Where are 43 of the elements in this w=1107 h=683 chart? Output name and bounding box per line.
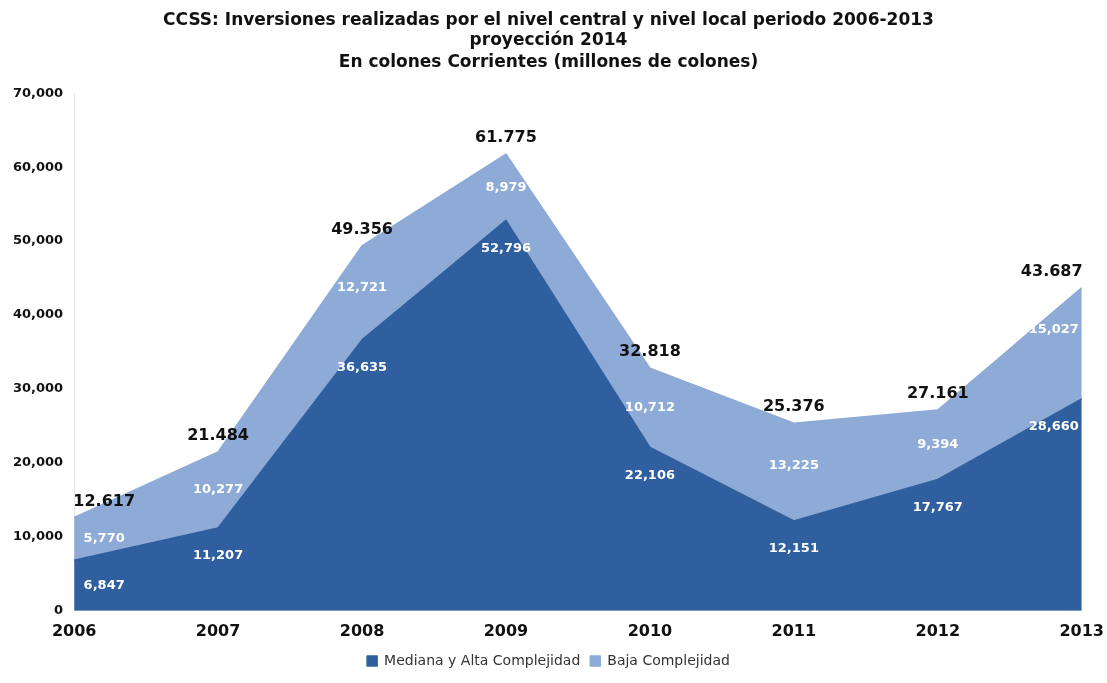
y-tick-label: 70,000 <box>12 84 64 100</box>
data-label: 17,767 <box>912 498 963 514</box>
annotation: 61.775 <box>475 127 537 147</box>
x-tick-label: 2010 <box>627 620 673 640</box>
data-label: 13,225 <box>768 456 819 472</box>
x-tick-label: 2007 <box>195 620 241 640</box>
data-label: 28,660 <box>1028 418 1079 434</box>
x-tick-label: 2011 <box>771 620 817 640</box>
y-tick-label: 10,000 <box>12 528 64 544</box>
y-tick-label: 0 <box>54 602 64 618</box>
legend-label: Mediana y Alta Complejidad <box>384 651 581 668</box>
data-label: 36,635 <box>336 359 388 375</box>
y-tick-label: 30,000 <box>12 380 64 396</box>
data-label: 9,394 <box>917 436 959 452</box>
chart-title: CCSS: Inversiones realizadas por el nivel central y nivel local periodo 2006-2013 proyección 2014 <box>163 8 934 50</box>
data-label: 6,847 <box>83 576 125 592</box>
y-tick-label: 20,000 <box>12 454 64 470</box>
y-tick-label: 50,000 <box>12 232 64 248</box>
legend-label: Baja Complejidad <box>607 651 730 668</box>
data-label: 52,796 <box>480 239 532 255</box>
y-tick-label: 40,000 <box>12 306 64 322</box>
x-tick-label: 2008 <box>339 620 385 640</box>
data-label: 10,277 <box>193 481 244 497</box>
annotation: 12.617 <box>73 490 136 510</box>
annotation: 49.356 <box>331 219 393 238</box>
chart-subtitle: En colones Corrientes (millones de colones) <box>338 51 759 72</box>
data-label: 12,721 <box>336 279 388 295</box>
annotation: 32.818 <box>619 341 681 361</box>
y-tick-label: 60,000 <box>12 158 64 174</box>
x-tick-label: 2013 <box>1059 620 1104 640</box>
data-label: 10,712 <box>624 399 676 415</box>
x-tick-label: 2012 <box>915 620 961 640</box>
data-label: 12,151 <box>768 540 819 556</box>
annotation: 21.484 <box>187 425 249 445</box>
annotation: 25.376 <box>762 396 825 416</box>
x-tick-label: 2009 <box>483 620 529 640</box>
data-label: 11,207 <box>193 547 244 563</box>
data-label: 8,979 <box>485 178 527 194</box>
annotation: 27.161 <box>906 383 969 403</box>
x-tick-label: 2006 <box>51 620 97 640</box>
data-label: 5,770 <box>83 530 125 546</box>
annotation: 43.687 <box>1020 260 1083 280</box>
data-label: 22,106 <box>624 466 676 482</box>
